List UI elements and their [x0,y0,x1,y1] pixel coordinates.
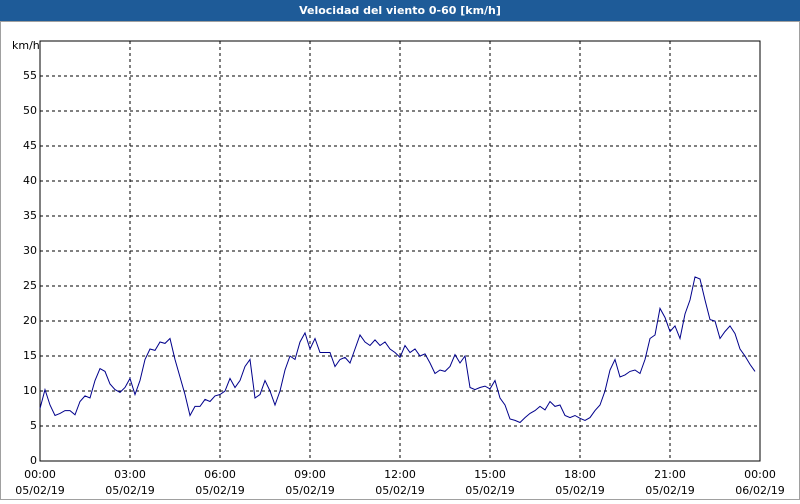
x-tick-label: 15:00 [474,468,506,481]
y-tick-label: 35 [23,209,37,222]
data-line [39,276,756,424]
x-tick-date: 05/02/19 [105,484,154,497]
x-tick-date: 05/02/19 [285,484,334,497]
x-tick-label: 03:00 [114,468,146,481]
y-tick-label: 30 [23,244,37,257]
y-axis-label: km/h [12,39,40,52]
x-tick-date: 05/02/19 [555,484,604,497]
y-tick-label: 10 [23,384,37,397]
plot-frame [39,40,761,462]
x-tick-label: 18:00 [564,468,596,481]
x-tick-date: 05/02/19 [195,484,244,497]
x-tick-date: 05/02/19 [645,484,694,497]
y-tick-label: 5 [30,419,37,432]
y-tick-label: 45 [23,139,37,152]
x-tick-label: 00:00 [24,468,56,481]
y-tick-label: 0 [30,454,37,467]
x-tick-label: 06:00 [204,468,236,481]
title-bar [0,0,800,21]
x-tick-label: 09:00 [294,468,326,481]
x-tick-date: 06/02/19 [735,484,784,497]
y-tick-label: 20 [23,314,37,327]
x-tick-label: 21:00 [654,468,686,481]
x-tick-label: 00:00 [744,468,776,481]
y-tick-label: 25 [23,279,37,292]
chart-title: Velocidad del viento 0-60 [km/h] [299,4,501,17]
x-tick-date: 05/02/19 [15,484,64,497]
x-tick-date: 05/02/19 [465,484,514,497]
x-tick-date: 05/02/19 [375,484,424,497]
y-tick-label: 55 [23,69,37,82]
y-tick-label: 40 [23,174,37,187]
y-tick-label: 50 [23,104,37,117]
x-tick-label: 12:00 [384,468,416,481]
y-tick-label: 15 [23,349,37,362]
